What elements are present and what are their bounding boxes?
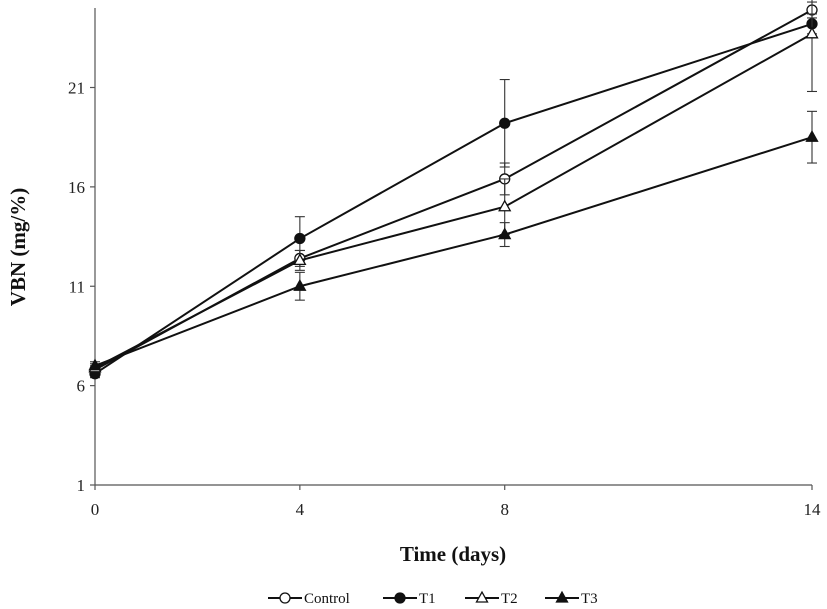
y-tick-label: 21	[68, 79, 85, 98]
data-point	[499, 117, 511, 129]
x-tick-label: 4	[296, 500, 305, 519]
legend-marker	[394, 592, 406, 604]
data-point	[88, 358, 102, 371]
data-point	[498, 199, 512, 212]
legend-label: T2	[501, 591, 518, 607]
x-tick-label: 0	[91, 500, 100, 519]
series-t2	[88, 0, 819, 373]
data-point	[805, 26, 819, 39]
legend-item-t2: T2	[465, 590, 518, 607]
y-tick-label: 1	[77, 476, 86, 495]
x-ticks: 0 4 8 14	[91, 485, 821, 519]
data-point	[293, 279, 307, 291]
x-tick-label: 14	[804, 500, 822, 519]
legend-item-control: Control	[268, 591, 350, 607]
legend-label: T1	[419, 591, 436, 607]
legend-marker	[279, 592, 291, 604]
legend-label: T3	[581, 591, 598, 607]
data-point	[293, 253, 307, 266]
legend-marker	[555, 590, 569, 603]
series-t3	[88, 110, 819, 371]
series-t1	[89, 13, 818, 380]
legend-marker	[475, 590, 489, 603]
legend-item-t1: T1	[383, 591, 436, 607]
y-tick-label: 11	[69, 277, 85, 296]
series-line	[94, 32, 813, 369]
x-tick-label: 8	[500, 500, 509, 519]
x-axis: 0 4 8 14	[91, 484, 821, 519]
y-tick-label: 6	[77, 377, 86, 396]
series-layer	[88, 0, 819, 380]
series-line	[94, 22, 813, 375]
series-line	[94, 9, 813, 371]
data-point	[498, 227, 512, 240]
y-tick-label: 16	[68, 178, 85, 197]
legend-item-t3: T3	[545, 590, 598, 607]
x-axis-title: Time (days)	[400, 542, 506, 566]
legend: Control T1 T2 T3	[268, 590, 598, 607]
data-point	[294, 232, 306, 245]
legend-label: Control	[304, 591, 350, 607]
series-line	[94, 136, 813, 367]
y-axis-title: VBN (mg/%)	[6, 188, 30, 306]
data-point	[805, 129, 819, 142]
